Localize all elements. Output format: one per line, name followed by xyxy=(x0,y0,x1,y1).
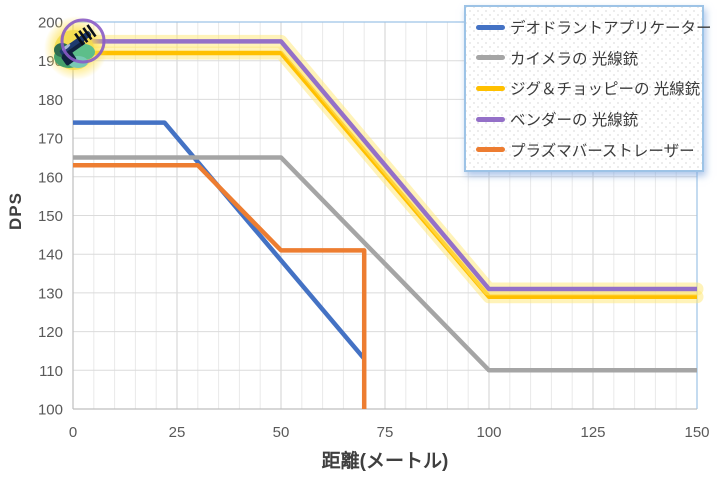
x-tick-label: 125 xyxy=(580,424,605,441)
x-tick-label: 0 xyxy=(69,424,77,441)
legend-item[interactable]: デオドラントアプリケーター xyxy=(466,16,712,38)
y-tick-label: 160 xyxy=(38,169,63,186)
legend-swatch-icon xyxy=(476,85,505,91)
series-lines xyxy=(66,34,704,409)
y-tick-label: 150 xyxy=(38,208,63,225)
legend-swatch-icon xyxy=(476,147,505,153)
x-tick-label: 25 xyxy=(169,424,186,441)
legend-item[interactable]: カイメラの 光線銃 xyxy=(466,47,702,69)
legend-item[interactable]: プラズマバーストレーザー xyxy=(466,139,702,161)
legend-item[interactable]: ベンダーの 光線銃 xyxy=(466,108,702,130)
y-tick-label: 140 xyxy=(38,247,63,264)
legend-swatch-icon xyxy=(476,116,505,122)
ray-gun-icon xyxy=(44,16,108,80)
y-tick-label: 130 xyxy=(38,285,63,302)
legend-swatch-icon xyxy=(476,55,505,61)
y-tick-label: 100 xyxy=(38,402,63,419)
series-line-3 xyxy=(73,39,697,292)
x-tick-label: 50 xyxy=(273,424,290,441)
legend-item[interactable]: ジグ＆チョッピーの 光線銃 xyxy=(466,77,702,99)
x-tick-label: 75 xyxy=(377,424,394,441)
y-tick-label: 110 xyxy=(39,363,63,380)
legend-swatch-icon xyxy=(476,24,505,30)
x-axis-title: 距離(メートル) xyxy=(321,451,449,472)
y-tick-label: 170 xyxy=(38,131,63,148)
legend-item-label: プラズマバーストレーザー xyxy=(510,142,695,160)
y-tick-label: 120 xyxy=(38,324,63,341)
y-tick-label: 180 xyxy=(38,92,63,109)
legend-item-label: ジグ＆チョッピーの 光線銃 xyxy=(510,81,701,99)
legend-item-label: デオドラントアプリケーター xyxy=(510,20,712,38)
legend-item-label: カイメラの 光線銃 xyxy=(510,50,639,68)
series-line-1 xyxy=(73,155,697,373)
series-line-4 xyxy=(73,162,367,409)
legend-item-label: ベンダーの 光線銃 xyxy=(510,112,639,130)
x-tick-label: 150 xyxy=(684,424,709,441)
y-axis-title: DPS xyxy=(6,192,25,230)
series-line-0 xyxy=(73,120,366,361)
legend: デオドラントアプリケーター カイメラの 光線銃ジグ＆チョッピーの 光線銃 ベンダーの… xyxy=(464,5,712,172)
x-tick-label: 100 xyxy=(476,424,501,441)
